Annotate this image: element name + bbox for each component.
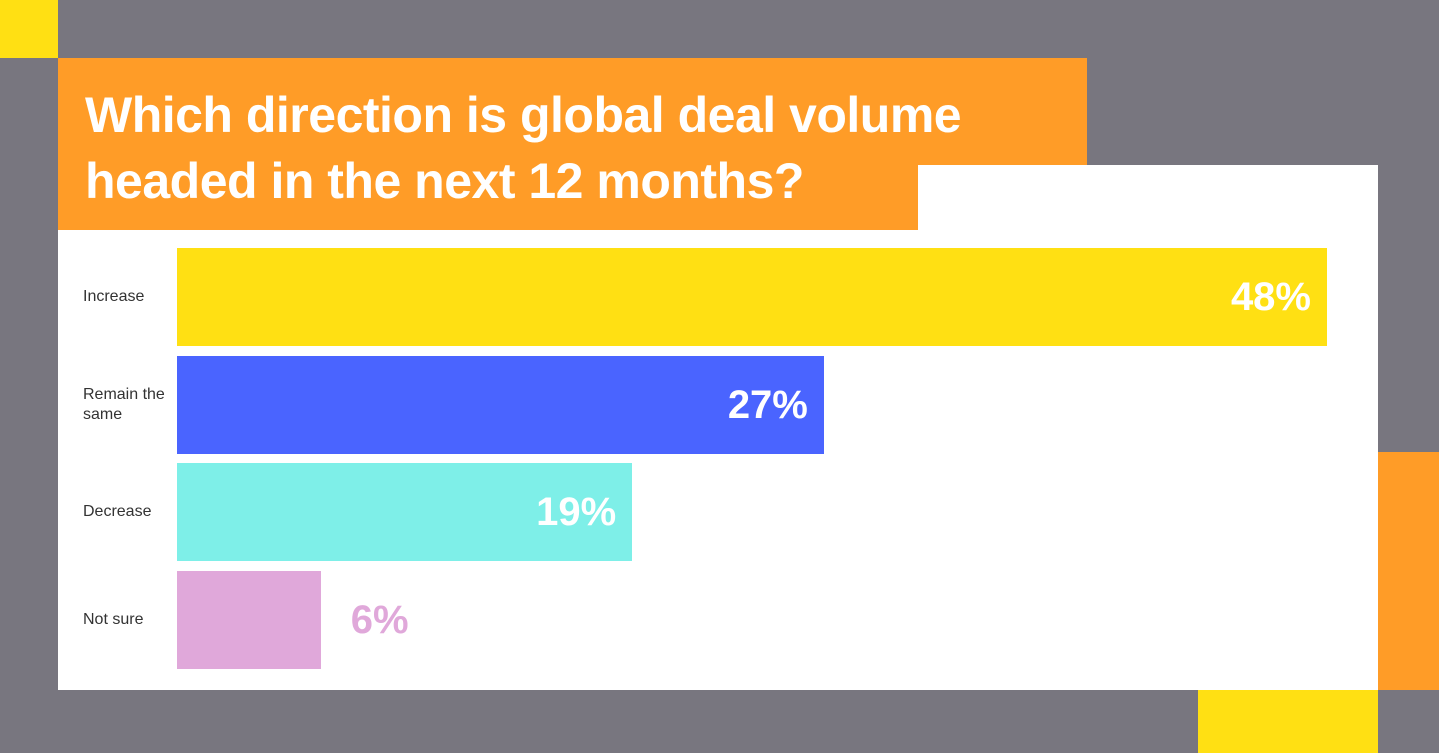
deco-block (1378, 452, 1439, 690)
category-label: Not sure (83, 611, 144, 629)
bar (177, 463, 633, 562)
bar (177, 248, 1327, 346)
category-label: Remain the same (83, 385, 165, 423)
category-label: Increase (83, 288, 145, 305)
value-label: 6% (350, 598, 409, 643)
category-label: Decrease (83, 503, 152, 521)
chart-title: Which direction is global deal volume he… (85, 87, 962, 209)
value-label: 27% (727, 382, 808, 427)
deco-block (1198, 690, 1378, 753)
deco-square (0, 0, 58, 58)
value-label: 19% (536, 490, 617, 535)
value-label: 48% (1230, 275, 1311, 319)
title-box (58, 58, 1087, 165)
bar (177, 355, 824, 454)
title-box (58, 165, 918, 230)
bar (177, 571, 321, 670)
